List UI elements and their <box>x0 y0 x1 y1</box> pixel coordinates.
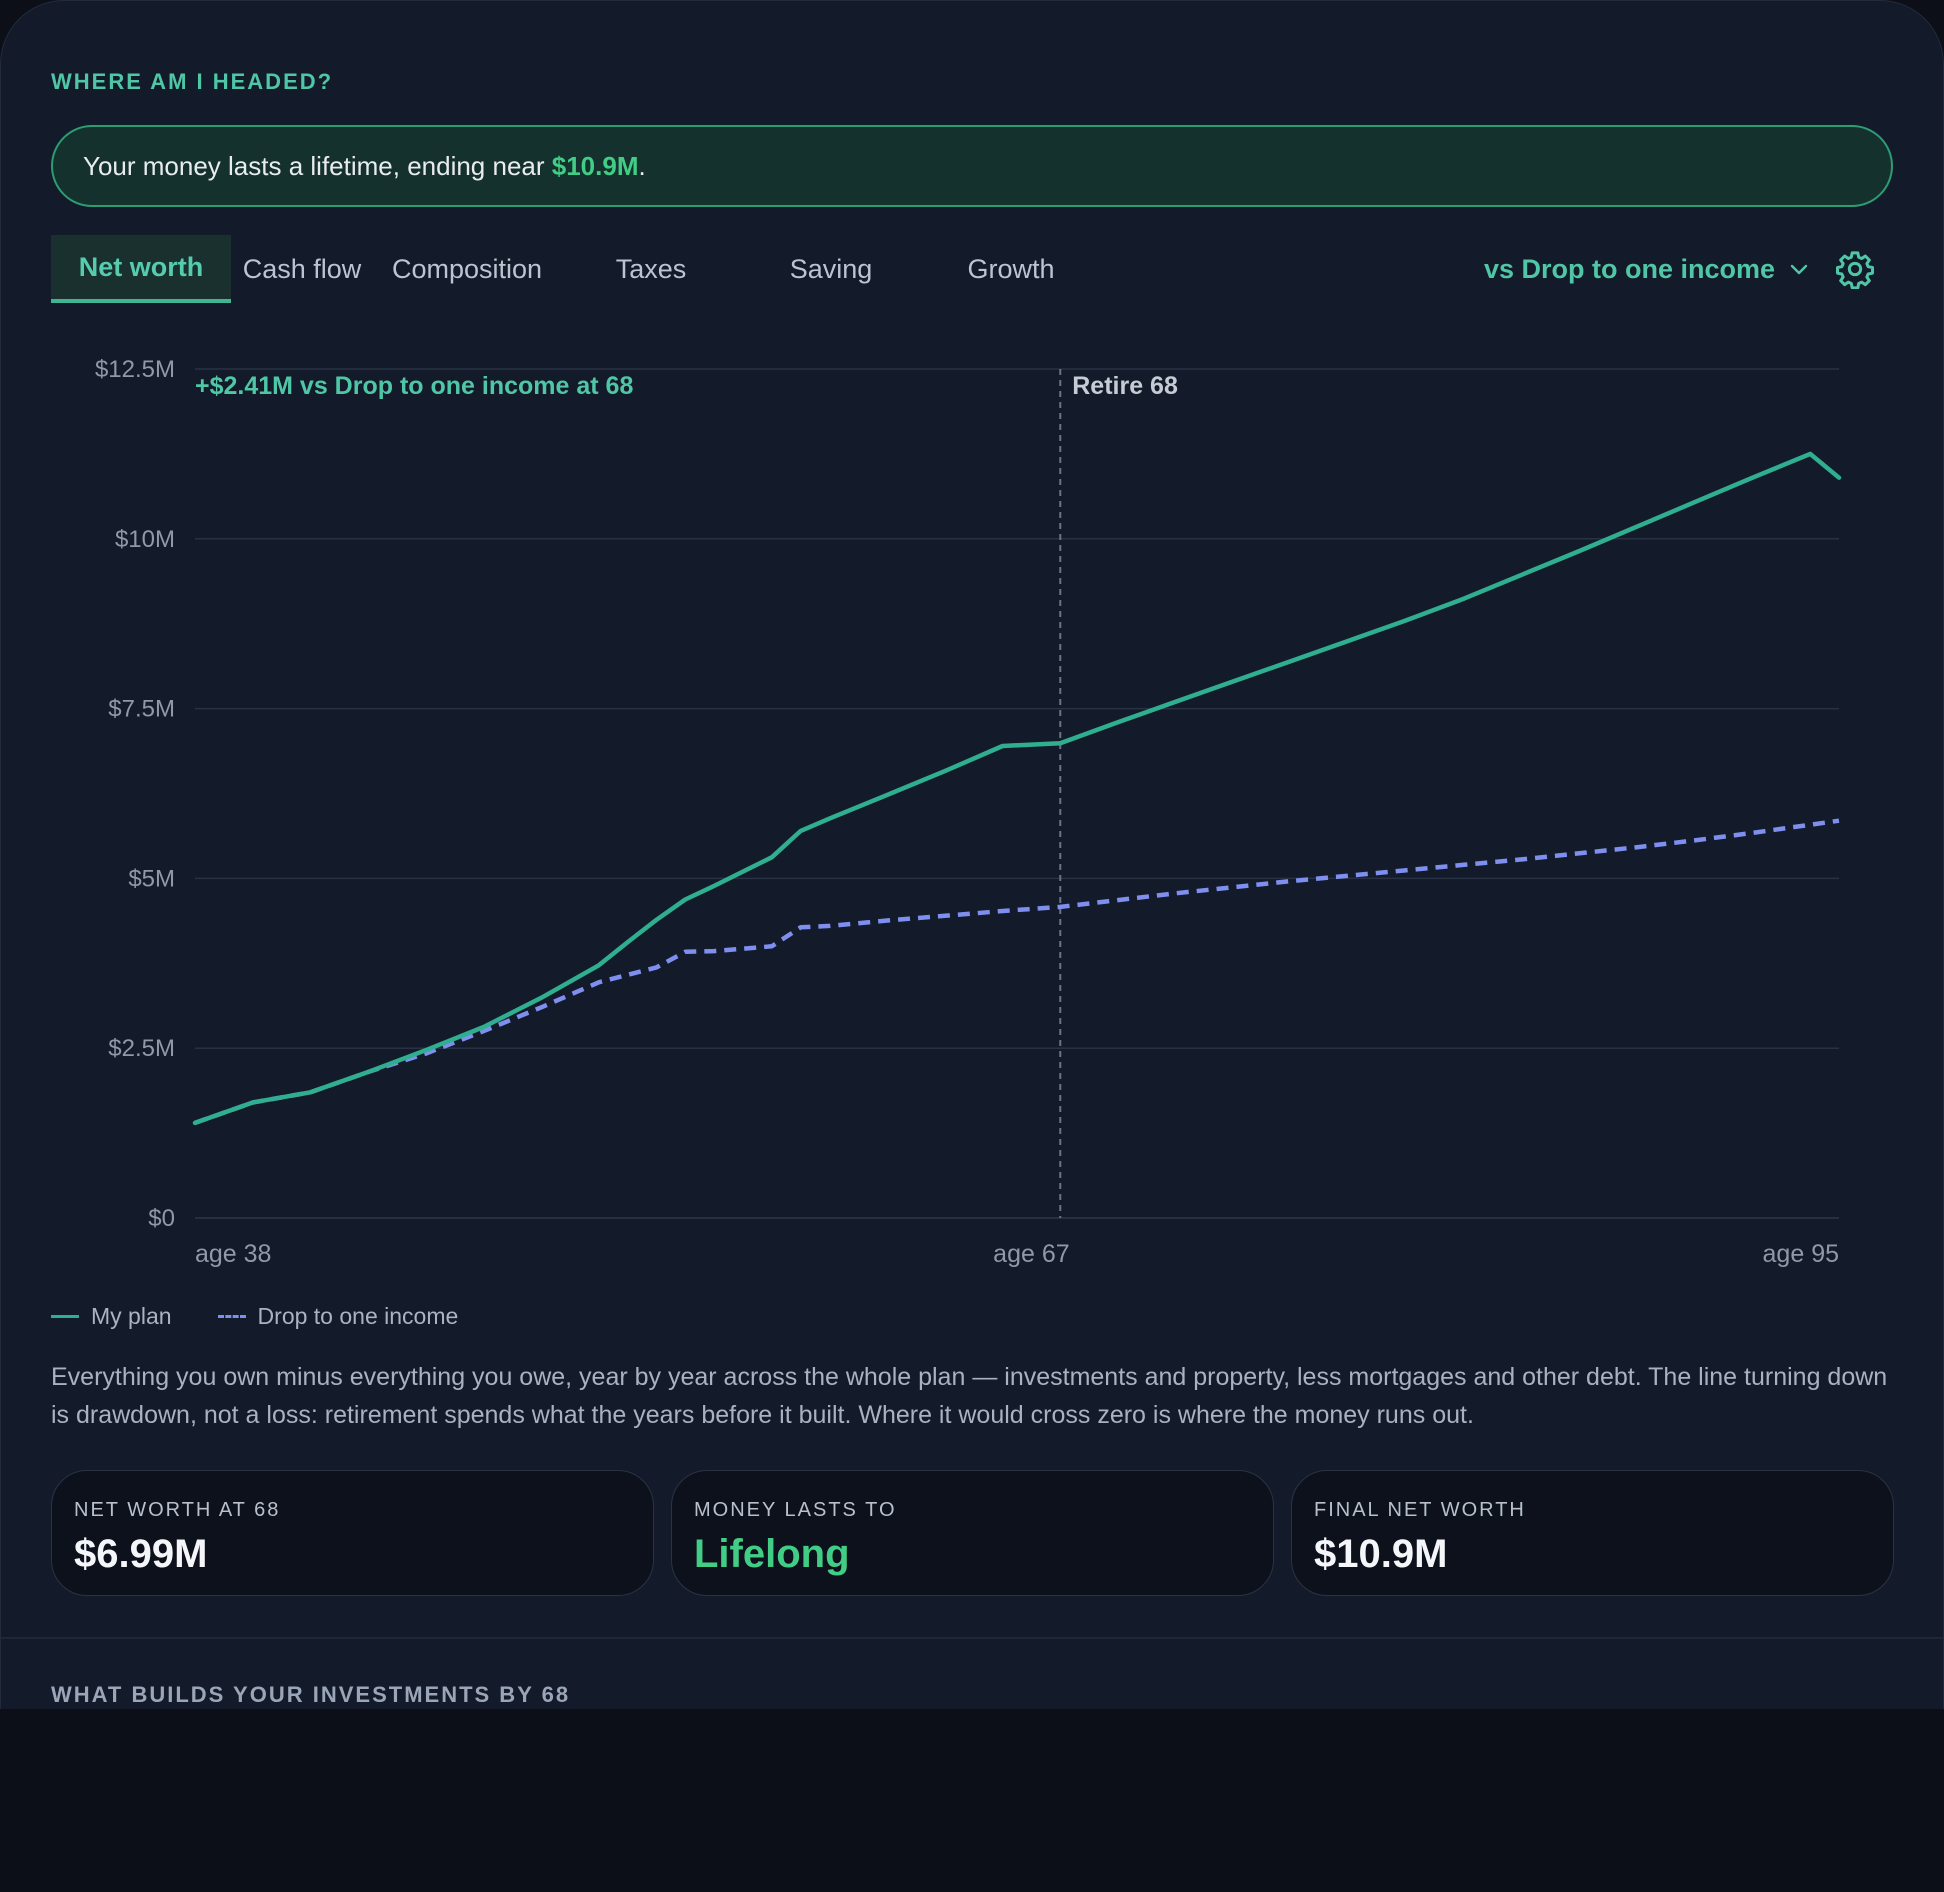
tab-cash-flow[interactable]: Cash flow <box>242 253 362 284</box>
gear-icon[interactable] <box>1835 249 1875 289</box>
chart-description: Everything you own minus everything you … <box>51 1363 1888 1429</box>
plan-card: WHERE AM I HEADED? Your money lasts a li… <box>0 0 1944 1709</box>
x-tick-label: age 38 <box>195 1240 271 1268</box>
y-tick-label: $12.5M <box>95 356 175 383</box>
tab-growth[interactable]: Growth <box>967 253 1055 284</box>
stat-card-money-lasts: MONEY LASTS TO Lifelong <box>671 1470 1274 1596</box>
stat-label: NET WORTH AT 68 <box>74 1499 281 1521</box>
net-worth-chart: $12.5M $10M $7.5M $5M $2.5M $0 age 38 age 67 age… <box>95 356 1842 1268</box>
chevron-down-icon <box>1790 264 1808 275</box>
x-tick-label: age 95 <box>1763 1240 1839 1268</box>
banner-suffix: . <box>638 150 646 181</box>
tab-composition[interactable]: Composition <box>391 253 543 284</box>
retire-marker-label: Retire 68 <box>1072 372 1178 400</box>
stat-label: MONEY LASTS TO <box>694 1499 897 1521</box>
section-divider <box>1 1637 1943 1639</box>
legend-swatch-my-plan <box>51 1315 79 1318</box>
banner-text: Your money lasts a lifetime, ending near <box>83 150 552 181</box>
tab-saving[interactable]: Saving <box>789 253 873 284</box>
tab-taxes[interactable]: Taxes <box>615 253 687 284</box>
series-line-my-plan <box>192 451 1842 1126</box>
stat-label: FINAL NET WORTH <box>1314 1499 1526 1521</box>
x-tick-label: age 67 <box>993 1240 1069 1268</box>
stat-card-final-net-worth: FINAL NET WORTH $10.9M <box>1291 1470 1894 1596</box>
banner-highlight: $10.9M <box>551 150 639 181</box>
stat-card-net-worth-68: NET WORTH AT 68 $6.99M <box>51 1470 654 1596</box>
y-tick-label: $5M <box>128 865 175 892</box>
legend-swatch-drop-income <box>217 1315 246 1318</box>
legend-drop-income: Drop to one income <box>257 1303 459 1329</box>
legend-my-plan: My plan <box>91 1303 172 1329</box>
section-title: WHERE AM I HEADED? <box>51 69 334 94</box>
chart-legend: My plan Drop to one income <box>51 1303 458 1330</box>
y-tick-label: $2.5M <box>108 1035 175 1062</box>
comparison-annotation: +$2.41M vs Drop to one income at 68 <box>195 372 633 400</box>
series-line-drop-income <box>194 818 1840 1126</box>
stat-value: Lifelong <box>694 1532 850 1576</box>
chart-tabs: Net worth Cash flow Composition Taxes Sa… <box>51 235 1895 303</box>
tab-net-worth[interactable]: Net worth <box>51 235 231 303</box>
y-tick-label: $7.5M <box>108 696 175 723</box>
next-section-title: WHAT BUILDS YOUR INVESTMENTS BY 68 <box>51 1682 571 1707</box>
compare-label: vs Drop to one income <box>1483 253 1775 284</box>
compare-dropdown[interactable]: vs Drop to one income <box>1484 235 1811 303</box>
stat-value: $6.99M <box>74 1532 208 1576</box>
stat-value: $10.9M <box>1314 1532 1448 1576</box>
summary-banner: Your money lasts a lifetime, ending near… <box>51 125 1893 207</box>
y-tick-label: $10M <box>115 526 175 553</box>
y-tick-label: $0 <box>148 1205 175 1232</box>
